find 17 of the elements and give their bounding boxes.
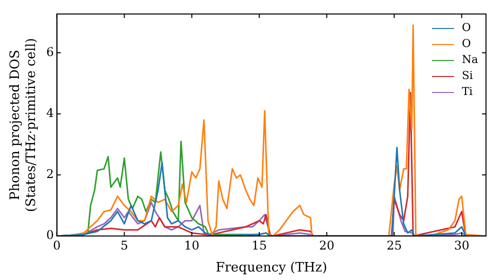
y-tick-label: 0 bbox=[46, 228, 54, 242]
legend-label: Na bbox=[462, 52, 478, 68]
x-tick-label: 10 bbox=[184, 238, 200, 252]
legend-label: Si bbox=[462, 68, 473, 84]
x-tick-label: 30 bbox=[454, 238, 470, 252]
y-axis-title: Phonon projected DOS (States/THz·primitive cell) bbox=[8, 38, 39, 212]
x-axis-title: Frequency (THz) bbox=[216, 260, 328, 276]
legend-label: O bbox=[462, 20, 471, 36]
legend-label: O bbox=[462, 36, 471, 52]
y-tick-label: 6 bbox=[46, 44, 54, 59]
x-tick-label: 25 bbox=[386, 238, 402, 252]
x-tick-label: 5 bbox=[120, 238, 128, 252]
x-tick-label: 20 bbox=[319, 238, 334, 252]
y-tick-label: 2 bbox=[46, 167, 54, 182]
legend-label: Ti bbox=[462, 84, 473, 100]
y-tick-label: 4 bbox=[46, 106, 54, 120]
x-tick-label: 15 bbox=[252, 238, 267, 252]
